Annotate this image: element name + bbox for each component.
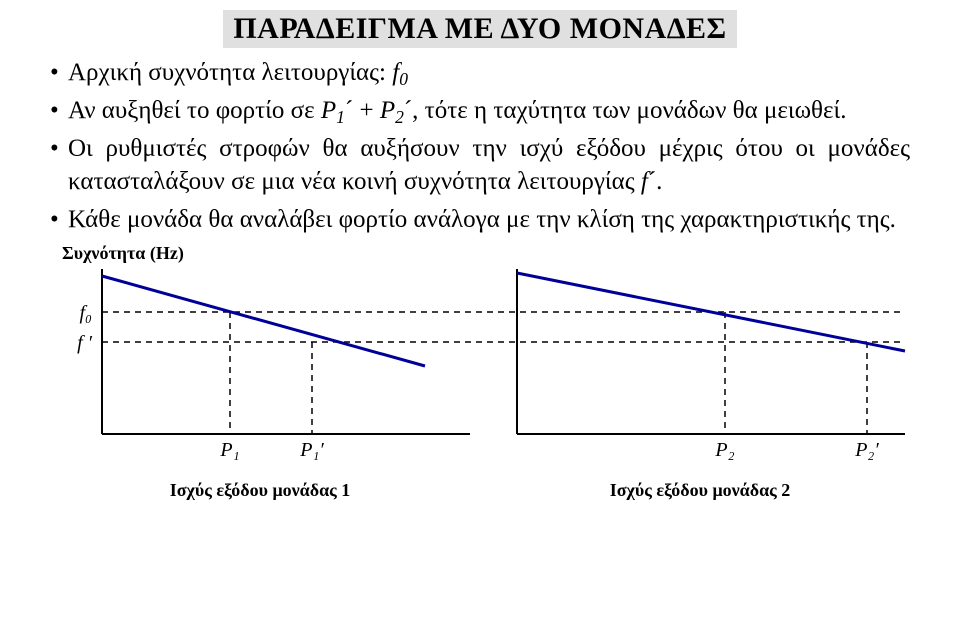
page-root: ΠΑΡΑΔΕΙΓΜΑ ΜΕ ΔΥΟ ΜΟΝΑΔΕΣ • Αρχική συχνό… (0, 0, 960, 501)
bullet-text: Αν αυξηθεί το φορτίο σε P1´ + P2´, τότε … (68, 94, 910, 128)
svg-text:f₀: f₀ (79, 302, 92, 324)
bullet-3: • Οι ρυθμιστές στροφών θα αυξήσουν την ι… (50, 132, 910, 200)
bullet-text: Οι ρυθμιστές στροφών θα αυξήσουν την ισχ… (68, 132, 910, 200)
svg-text:f ′: f ′ (77, 332, 93, 354)
two-unit-chart: f₀ f ′ P₁ P₁′ P₂ P₂′ (50, 266, 910, 476)
x-axis-caption-1: Ισχύς εξόδου μονάδας 1 (50, 480, 470, 501)
bullet-text: Αρχική συχνότητα λειτουργίας: f0 (68, 56, 910, 90)
svg-text:P₁: P₁ (219, 439, 239, 461)
x-axis-caption-2: Ισχύς εξόδου μονάδας 2 (490, 480, 910, 501)
bullet-dot: • (50, 56, 68, 90)
page-title: ΠΑΡΑΔΕΙΓΜΑ ΜΕ ΔΥΟ ΜΟΝΑΔΕΣ (223, 10, 736, 48)
svg-text:P₂: P₂ (714, 439, 734, 461)
bullet-4: • Κάθε μονάδα θα αναλάβει φορτίο ανάλογα… (50, 203, 910, 237)
bullet-text: Κάθε μονάδα θα αναλάβει φορτίο ανάλογα μ… (68, 203, 910, 237)
bullet-2: • Αν αυξηθεί το φορτίο σε P1´ + P2´, τότ… (50, 94, 910, 128)
svg-text:P₁′: P₁′ (299, 439, 324, 461)
title-row: ΠΑΡΑΔΕΙΓΜΑ ΜΕ ΔΥΟ ΜΟΝΑΔΕΣ (50, 10, 910, 48)
bullet-dot: • (50, 132, 68, 200)
bullet-list: • Αρχική συχνότητα λειτουργίας: f0 • Αν … (50, 56, 910, 237)
svg-text:P₂′: P₂′ (854, 439, 879, 461)
y-axis-caption: Συχνότητα (Hz) (62, 243, 910, 264)
bullet-dot: • (50, 203, 68, 237)
bullet-dot: • (50, 94, 68, 128)
x-axis-captions: Ισχύς εξόδου μονάδας 1 Ισχύς εξόδου μονά… (50, 480, 910, 501)
bullet-1: • Αρχική συχνότητα λειτουργίας: f0 (50, 56, 910, 90)
